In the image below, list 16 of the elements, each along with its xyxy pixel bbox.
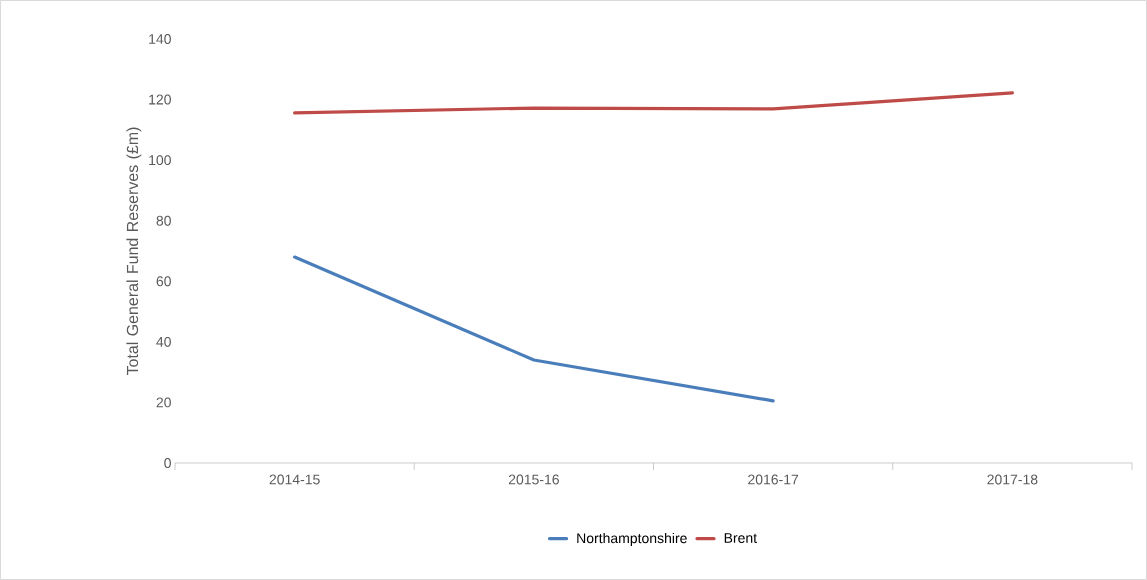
x-tick-label: 2017-18 <box>987 474 1038 485</box>
x-tick-label: 2014-15 <box>269 474 320 485</box>
x-tick-label: 2016-17 <box>748 474 799 485</box>
y-tick-label: 140 <box>149 34 171 44</box>
y-tick-label: 120 <box>149 94 171 105</box>
y-tick-label: 80 <box>156 215 171 226</box>
legend-label: Northamptonshire <box>577 532 687 546</box>
legend-label: Brent <box>724 533 757 543</box>
y-tick-label: 40 <box>156 336 171 347</box>
y-tick-label: 100 <box>149 155 171 166</box>
y-tick-label: 0 <box>164 458 171 468</box>
y-axis-title: Total General Fund Reserves (£m) <box>126 127 142 376</box>
line-series <box>293 91 1014 115</box>
y-tick-label: 20 <box>156 397 171 408</box>
x-tick-label: 2015-16 <box>508 474 559 485</box>
y-tick-label: 60 <box>156 276 171 287</box>
